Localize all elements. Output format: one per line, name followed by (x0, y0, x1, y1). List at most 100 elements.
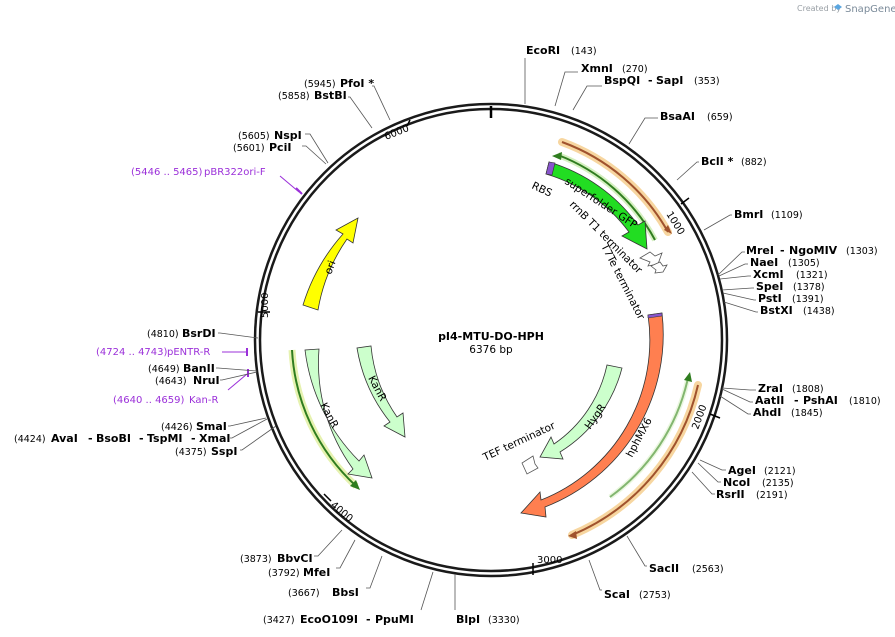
enzyme-mrei-pos: (1303) (846, 246, 878, 257)
site-agei[interactable]: AgeI (2121) (699, 459, 796, 477)
site-sacii[interactable]: SacII (2563) (626, 535, 724, 575)
site-mrei[interactable]: MreI - NgoMIV (1303) (717, 244, 878, 276)
site-smai[interactable]: (4426) SmaI (161, 417, 267, 433)
site-mfei[interactable]: (3792) MfeI (268, 539, 356, 579)
primer-kan-range: (4640 .. 4659) (113, 395, 185, 406)
enzyme-bspqi-pos: (353) (694, 76, 720, 87)
enzyme-smai-name: SmaI (196, 420, 227, 433)
enzyme-ahdi-pos: (1845) (791, 408, 823, 419)
enzyme-naei-name: NaeI (750, 256, 778, 269)
kanr-orf-line (291, 349, 357, 487)
site-bbvci[interactable]: (3873) BbvCI (240, 529, 343, 565)
scale-label-5000: 5000 (260, 293, 271, 318)
site-sspi[interactable]: (4375) SspI (175, 425, 277, 458)
kanr-orf-arrowhead (350, 480, 360, 490)
enzyme-nspi-name: NspI (274, 129, 302, 142)
enzyme-avai-sep1: - (88, 432, 93, 445)
feature-hphmx6[interactable] (520, 312, 664, 518)
feature-hygr[interactable] (539, 364, 623, 460)
site-rsrii[interactable]: RsrII (2191) (691, 471, 788, 501)
site-blpi[interactable]: BlpI (3330) (454, 574, 520, 626)
enzyme-ecori-pos: (143) (571, 46, 597, 57)
site-xmni[interactable]: XmnI (270) (554, 62, 648, 107)
feature-superfolder-gfp[interactable] (545, 161, 648, 250)
site-bbsi[interactable]: (3667) BbsI (288, 555, 383, 599)
enzyme-bbsi-name: BbsI (332, 586, 359, 599)
gfp-orf-dark-arrowhead (552, 152, 562, 160)
plasmid-size: 6376 bp (469, 344, 513, 356)
watermark-brand: SnapGene (845, 4, 895, 15)
feature-t7te-terminator[interactable] (650, 261, 668, 274)
site-pcii[interactable]: (5601) PciI (233, 141, 327, 165)
site-ncoi[interactable]: NcoI (2135) (697, 462, 794, 489)
site-zrai[interactable]: ZraI (1808) (721, 382, 824, 395)
enzyme-bbvci-pos: (3873) (240, 554, 272, 565)
feature-ori[interactable] (302, 217, 359, 311)
enzyme-xmni-pos: (270) (622, 64, 648, 75)
enzyme-psti-name: PstI (758, 292, 782, 305)
enzyme-bsrdi-name: BsrDI (182, 327, 216, 340)
site-ecoo109i[interactable]: (3427) EcoO109I - PpuMI (263, 571, 434, 626)
feature-hphmx6-cap[interactable] (647, 312, 663, 319)
enzyme-zrai-name: ZraI (758, 382, 783, 395)
enzyme-ahdi-name: AhdI (753, 406, 781, 419)
primer-pbr322ori-f[interactable]: (5446 .. 5465) pBR322ori-F (131, 167, 303, 195)
feature-kanr-inner[interactable] (356, 345, 406, 438)
site-bsrdi[interactable]: (4810) BsrDI (147, 327, 259, 340)
feature-rbs[interactable] (545, 161, 556, 176)
enzyme-mfei-name: MfeI (303, 566, 330, 579)
site-ahdi[interactable]: AhdI (1845) (719, 395, 823, 419)
enzyme-aatii-name: AatII (755, 394, 784, 407)
site-bstxi[interactable]: BstXI (1438) (723, 301, 835, 317)
enzyme-scai-name: ScaI (604, 588, 630, 601)
enzyme-ecori-name: EcoRI (526, 44, 560, 57)
site-bmri[interactable]: BmrI (1109) (703, 208, 803, 231)
enzyme-ecoo109i-sep: - (366, 613, 371, 626)
site-banii[interactable]: (4649) BanII (148, 362, 258, 375)
enzyme-ecoo109i-pos: (3427) (263, 615, 295, 626)
backbone-outer (253, 102, 729, 578)
feature-tef-terminator[interactable] (521, 455, 539, 475)
enzyme-spei-name: SpeI (756, 280, 783, 293)
primer-pentr-r[interactable]: (4724 .. 4743) pENTR-R (96, 347, 248, 358)
site-scai[interactable]: ScaI (2753) (588, 559, 671, 601)
site-psti[interactable]: PstI (1391) (722, 292, 824, 305)
site-ecori[interactable]: EcoRI (143) (524, 44, 597, 104)
site-avai[interactable]: (4424) AvaI - BsoBI - TspMI - XmaI (14, 418, 268, 445)
enzyme-pcii-name: PciI (269, 141, 291, 154)
scale-tick-3000: 3000 (532, 555, 562, 575)
enzyme-xmni-name: XmnI (581, 62, 613, 75)
site-nrui[interactable]: (4643) NruI (155, 371, 258, 387)
enzyme-scai-pos: (2753) (639, 590, 671, 601)
site-naei[interactable]: NaeI (1305) (718, 256, 820, 277)
label-ori: ori (323, 259, 339, 276)
feature-rrnb-terminator[interactable] (639, 251, 663, 267)
enzyme-bsaai-pos: (659) (707, 112, 733, 123)
snapgene-logo: SnapGene (834, 4, 895, 15)
site-bsaai[interactable]: BsaAI (659) (628, 110, 733, 145)
site-aatii[interactable]: AatII - PshAI (1810) (721, 388, 881, 407)
feature-kanr-outer[interactable] (304, 348, 373, 479)
site-xcmi[interactable]: XcmI (1321) (719, 268, 828, 281)
enzyme-ecoo109i-alt: PpuMI (375, 613, 414, 626)
primer-kan-name: Kan-R (189, 395, 218, 406)
site-bstbi[interactable]: (5858) BstBI (278, 89, 373, 129)
primer-kan-r[interactable]: (4640 .. 4659) Kan-R (113, 369, 249, 406)
enzyme-ncoi-name: NcoI (723, 476, 750, 489)
enzyme-mrei-alt: NgoMIV (789, 244, 838, 257)
site-spei[interactable]: SpeI (1378) (721, 280, 825, 293)
site-bcli[interactable]: BclI * (882) (676, 155, 767, 181)
enzyme-bmri-pos: (1109) (771, 210, 803, 221)
enzyme-pfoi-name: PfoI * (340, 77, 374, 90)
site-nspi[interactable]: (5605) NspI (238, 129, 329, 164)
plasmid-name: pI4-MTU-DO-HPH (438, 330, 544, 343)
enzyme-sspi-pos: (4375) (175, 447, 207, 458)
enzyme-nrui-name: NruI (193, 374, 220, 387)
enzyme-pfoi-pos: (5945) (304, 79, 336, 90)
enzyme-avai-alt2: TspMI (147, 432, 183, 445)
site-bspqi[interactable]: BspQI - SapI (353) (572, 74, 720, 111)
enzyme-spei-pos: (1378) (793, 282, 825, 293)
site-pfoi[interactable]: (5945) PfoI * (304, 77, 391, 121)
enzyme-bcli-pos: (882) (741, 157, 767, 168)
enzyme-sacii-name: SacII (649, 562, 679, 575)
